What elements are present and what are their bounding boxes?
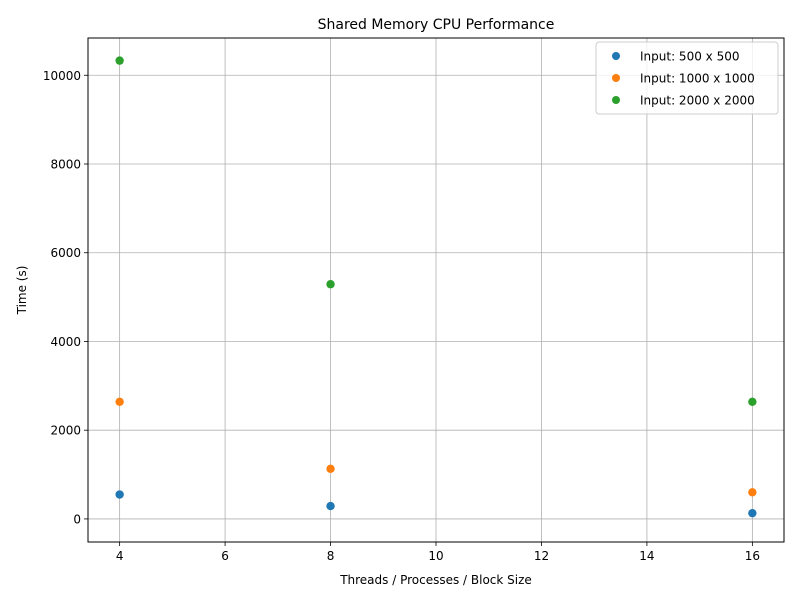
legend-marker-500 xyxy=(612,52,620,60)
x-tick-label: 8 xyxy=(327,549,335,563)
y-tick-label: 10000 xyxy=(43,69,81,83)
legend-label-1000: Input: 1000 x 1000 xyxy=(640,72,755,86)
y-tick-label: 4000 xyxy=(50,335,81,349)
legend-box xyxy=(595,41,779,115)
data-points xyxy=(115,56,757,518)
grid xyxy=(88,38,784,542)
x-tick-label: 14 xyxy=(639,549,654,563)
chart-title: Shared Memory CPU Performance xyxy=(318,17,555,33)
y-tick-label: 0 xyxy=(73,512,81,526)
y-axis-label: Time (s) xyxy=(15,266,29,316)
data-point-series-1 xyxy=(748,488,757,497)
y-tick-label: 6000 xyxy=(50,246,81,260)
data-point-series-0 xyxy=(748,508,757,518)
data-point-series-2 xyxy=(748,397,757,407)
legend-marker-2000 xyxy=(612,96,620,104)
legend: Input: 500 x 500 Input: 1000 x 1000 Inpu… xyxy=(595,41,779,115)
data-point-series-1 xyxy=(115,397,124,407)
data-point-series-1 xyxy=(326,464,335,473)
x-tick-label: 6 xyxy=(221,549,229,563)
legend-label-500: Input: 500 x 500 xyxy=(640,50,739,64)
data-point-series-2 xyxy=(326,280,335,289)
axis-ticks: 4 6 8 10 12 14 16 0 2000 4000 6000 8000 10000 xyxy=(43,69,760,563)
data-point-series-0 xyxy=(115,490,124,499)
y-tick-label: 2000 xyxy=(50,424,81,438)
data-point-series-2 xyxy=(115,56,124,65)
legend-label-2000: Input: 2000 x 2000 xyxy=(640,94,755,108)
x-axis-label: Threads / Processes / Block Size xyxy=(339,573,532,587)
x-tick-label: 4 xyxy=(116,549,124,563)
data-point-series-0 xyxy=(326,501,335,511)
x-tick-label: 12 xyxy=(534,549,549,563)
y-tick-label: 8000 xyxy=(50,158,81,172)
x-tick-label: 10 xyxy=(428,549,443,563)
legend-marker-1000 xyxy=(612,74,620,82)
x-tick-label: 16 xyxy=(745,549,760,563)
